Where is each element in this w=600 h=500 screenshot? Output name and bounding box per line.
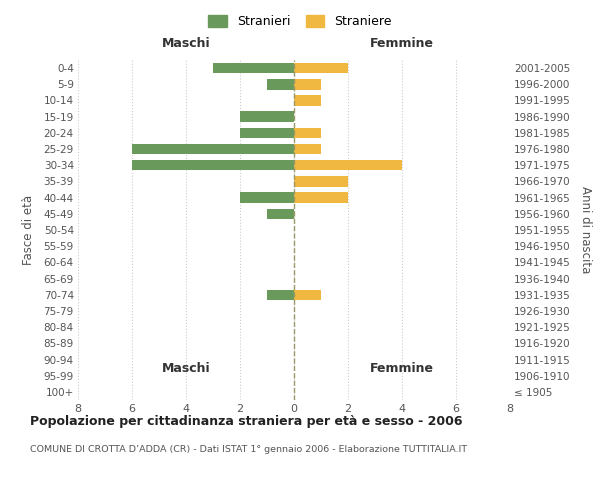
Bar (267, 79, 294, 90)
Bar (294, 192, 348, 203)
Text: Popolazione per cittadinanza straniera per età e sesso - 2006: Popolazione per cittadinanza straniera p… (30, 415, 463, 428)
Bar (294, 144, 321, 154)
Text: COMUNE DI CROTTA D’ADDA (CR) - Dati ISTAT 1° gennaio 2006 - Elaborazione TUTTITA: COMUNE DI CROTTA D’ADDA (CR) - Dati ISTA… (30, 445, 467, 454)
Text: Maschi: Maschi (161, 37, 211, 50)
Bar (294, 128, 321, 138)
Bar (240, 192, 294, 203)
Bar (294, 160, 402, 170)
Text: Femmine: Femmine (370, 362, 434, 375)
Bar (294, 290, 321, 300)
Bar (294, 95, 321, 106)
Y-axis label: Fasce di età: Fasce di età (22, 195, 35, 265)
Text: Maschi: Maschi (161, 362, 211, 375)
Bar (240, 112, 294, 122)
Text: Femmine: Femmine (370, 37, 434, 50)
Bar (294, 63, 348, 74)
Bar (294, 176, 348, 186)
Bar (267, 208, 294, 219)
Bar (132, 144, 294, 154)
Bar (213, 63, 294, 74)
Bar (132, 160, 294, 170)
Bar (267, 290, 294, 300)
Y-axis label: Anni di nascita: Anni di nascita (579, 186, 592, 274)
Bar (240, 128, 294, 138)
Bar (294, 79, 321, 90)
Legend: Stranieri, Straniere: Stranieri, Straniere (205, 11, 395, 32)
